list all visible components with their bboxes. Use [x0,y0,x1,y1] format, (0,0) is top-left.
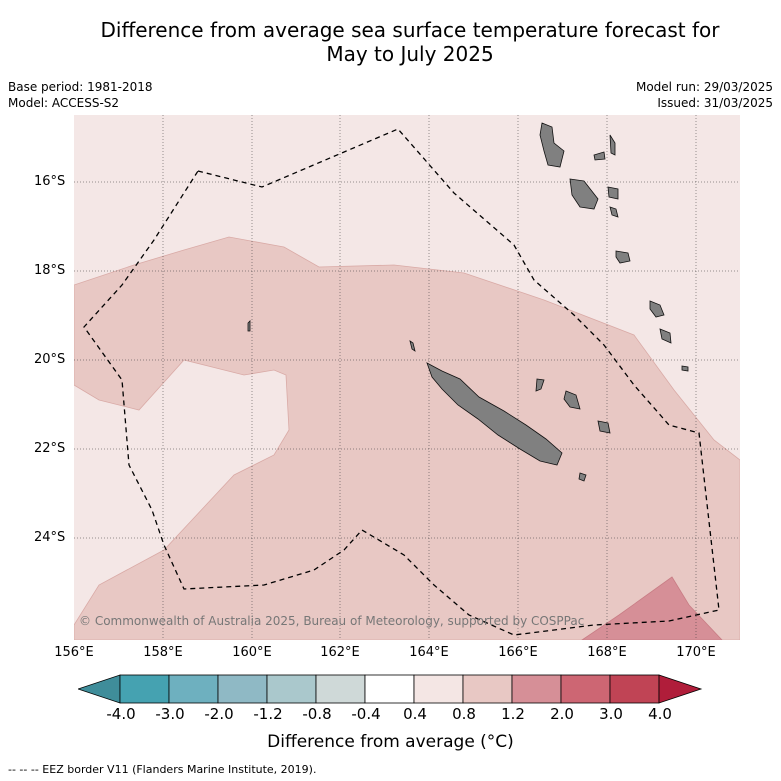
vanuatu-island-4 [609,134,616,156]
loyalty-island-2 [597,420,611,434]
lat-tick-16s: 16°S [34,174,66,189]
gridlines [74,115,740,640]
vanuatu-island-6 [609,206,619,218]
hunter-island-2 [659,328,672,344]
title-line-2: May to July 2025 [326,42,494,66]
colorbar-extend-high [658,674,703,704]
base-period: Base period: 1981-2018 [8,80,153,94]
lon-tick-162e: 162°E [320,645,360,660]
anomaly-band-0.8-1.2 [74,236,740,640]
lat-tick-22s: 22°S [34,441,66,456]
colorbar-segments [78,674,703,704]
vanuatu-island-1 [539,122,565,168]
chart-title: Difference from average sea surface temp… [40,18,780,66]
lon-tick-156e: 156°E [54,645,94,660]
colorbar-segment-10 [560,674,611,704]
meta-right: Model run: 29/03/2025 Issued: 31/03/2025 [636,79,773,111]
colorbar-tick-4: -0.8 [302,705,332,723]
lat-tick-24s: 24°S [34,530,66,545]
isle-of-pines [578,472,587,482]
colorbar-tick-5: -0.4 [351,705,381,723]
vanuatu-island-7 [615,250,631,264]
colorbar-tick-10: 3.0 [599,705,623,723]
colorbar-tick-11: 4.0 [648,705,672,723]
colorbar-segment-6 [364,674,415,704]
loyalty-island-1 [563,390,581,410]
colorbar-segment-2 [168,674,219,704]
lat-tick-20s: 20°S [34,352,66,367]
model-run: Model run: 29/03/2025 [635,80,773,94]
colorbar-tick-6: 0.4 [403,705,427,723]
meta-left: Base period: 1981-2018 Model: ACCESS-S2 [8,79,153,111]
colorbar-tick-1: -3.0 [155,705,185,723]
vanuatu-island-3 [593,151,606,161]
colorbar-tick-9: 2.0 [550,705,574,723]
vanuatu-island-2 [569,178,599,210]
matthew-island [681,365,689,372]
lon-tick-158e: 158°E [143,645,183,660]
issued-date: Issued: 31/03/2025 [657,96,773,110]
new-caledonia-island [426,362,563,466]
lat-tick-18s: 18°S [34,263,66,278]
colorbar-segment-3 [217,674,268,704]
land-masses [247,122,689,482]
copyright-notice: © Commonwealth of Australia 2025, Bureau… [79,614,585,628]
chesterfield-reef [247,320,251,332]
title-line-1: Difference from average sea surface temp… [100,18,720,42]
colorbar-segment-5 [315,674,366,704]
colorbar-tick-2: -2.0 [204,705,234,723]
colorbar-segment-4 [266,674,317,704]
colorbar-tick-3: -1.2 [253,705,283,723]
colorbar-segment-9 [511,674,562,704]
loyalty-island-3 [535,378,545,392]
eez-legend-note: -- -- -- EEZ border V11 (Flanders Marine… [8,763,317,776]
colorbar-segment-1 [119,674,170,704]
eez-border [83,128,720,636]
sst-anomaly-map [74,115,740,640]
colorbar-tick-8: 1.2 [501,705,525,723]
lon-tick-168e: 168°E [587,645,627,660]
lon-tick-166e: 166°E [498,645,538,660]
hunter-island-1 [649,300,665,318]
colorbar-segment-11 [609,674,660,704]
lon-tick-170e: 170°E [676,645,716,660]
model-name: Model: ACCESS-S2 [8,96,120,110]
colorbar-extend-low [78,674,121,704]
colorbar-label: Difference from average (°C) [267,732,514,752]
lon-tick-164e: 164°E [409,645,449,660]
lon-tick-160e: 160°E [232,645,272,660]
colorbar-tick-7: 0.8 [452,705,476,723]
colorbar-segment-8 [462,674,513,704]
colorbar [78,674,703,704]
colorbar-segment-7 [413,674,464,704]
colorbar-tick-0: -4.0 [106,705,136,723]
belep-island [409,340,416,352]
vanuatu-island-5 [607,186,619,200]
